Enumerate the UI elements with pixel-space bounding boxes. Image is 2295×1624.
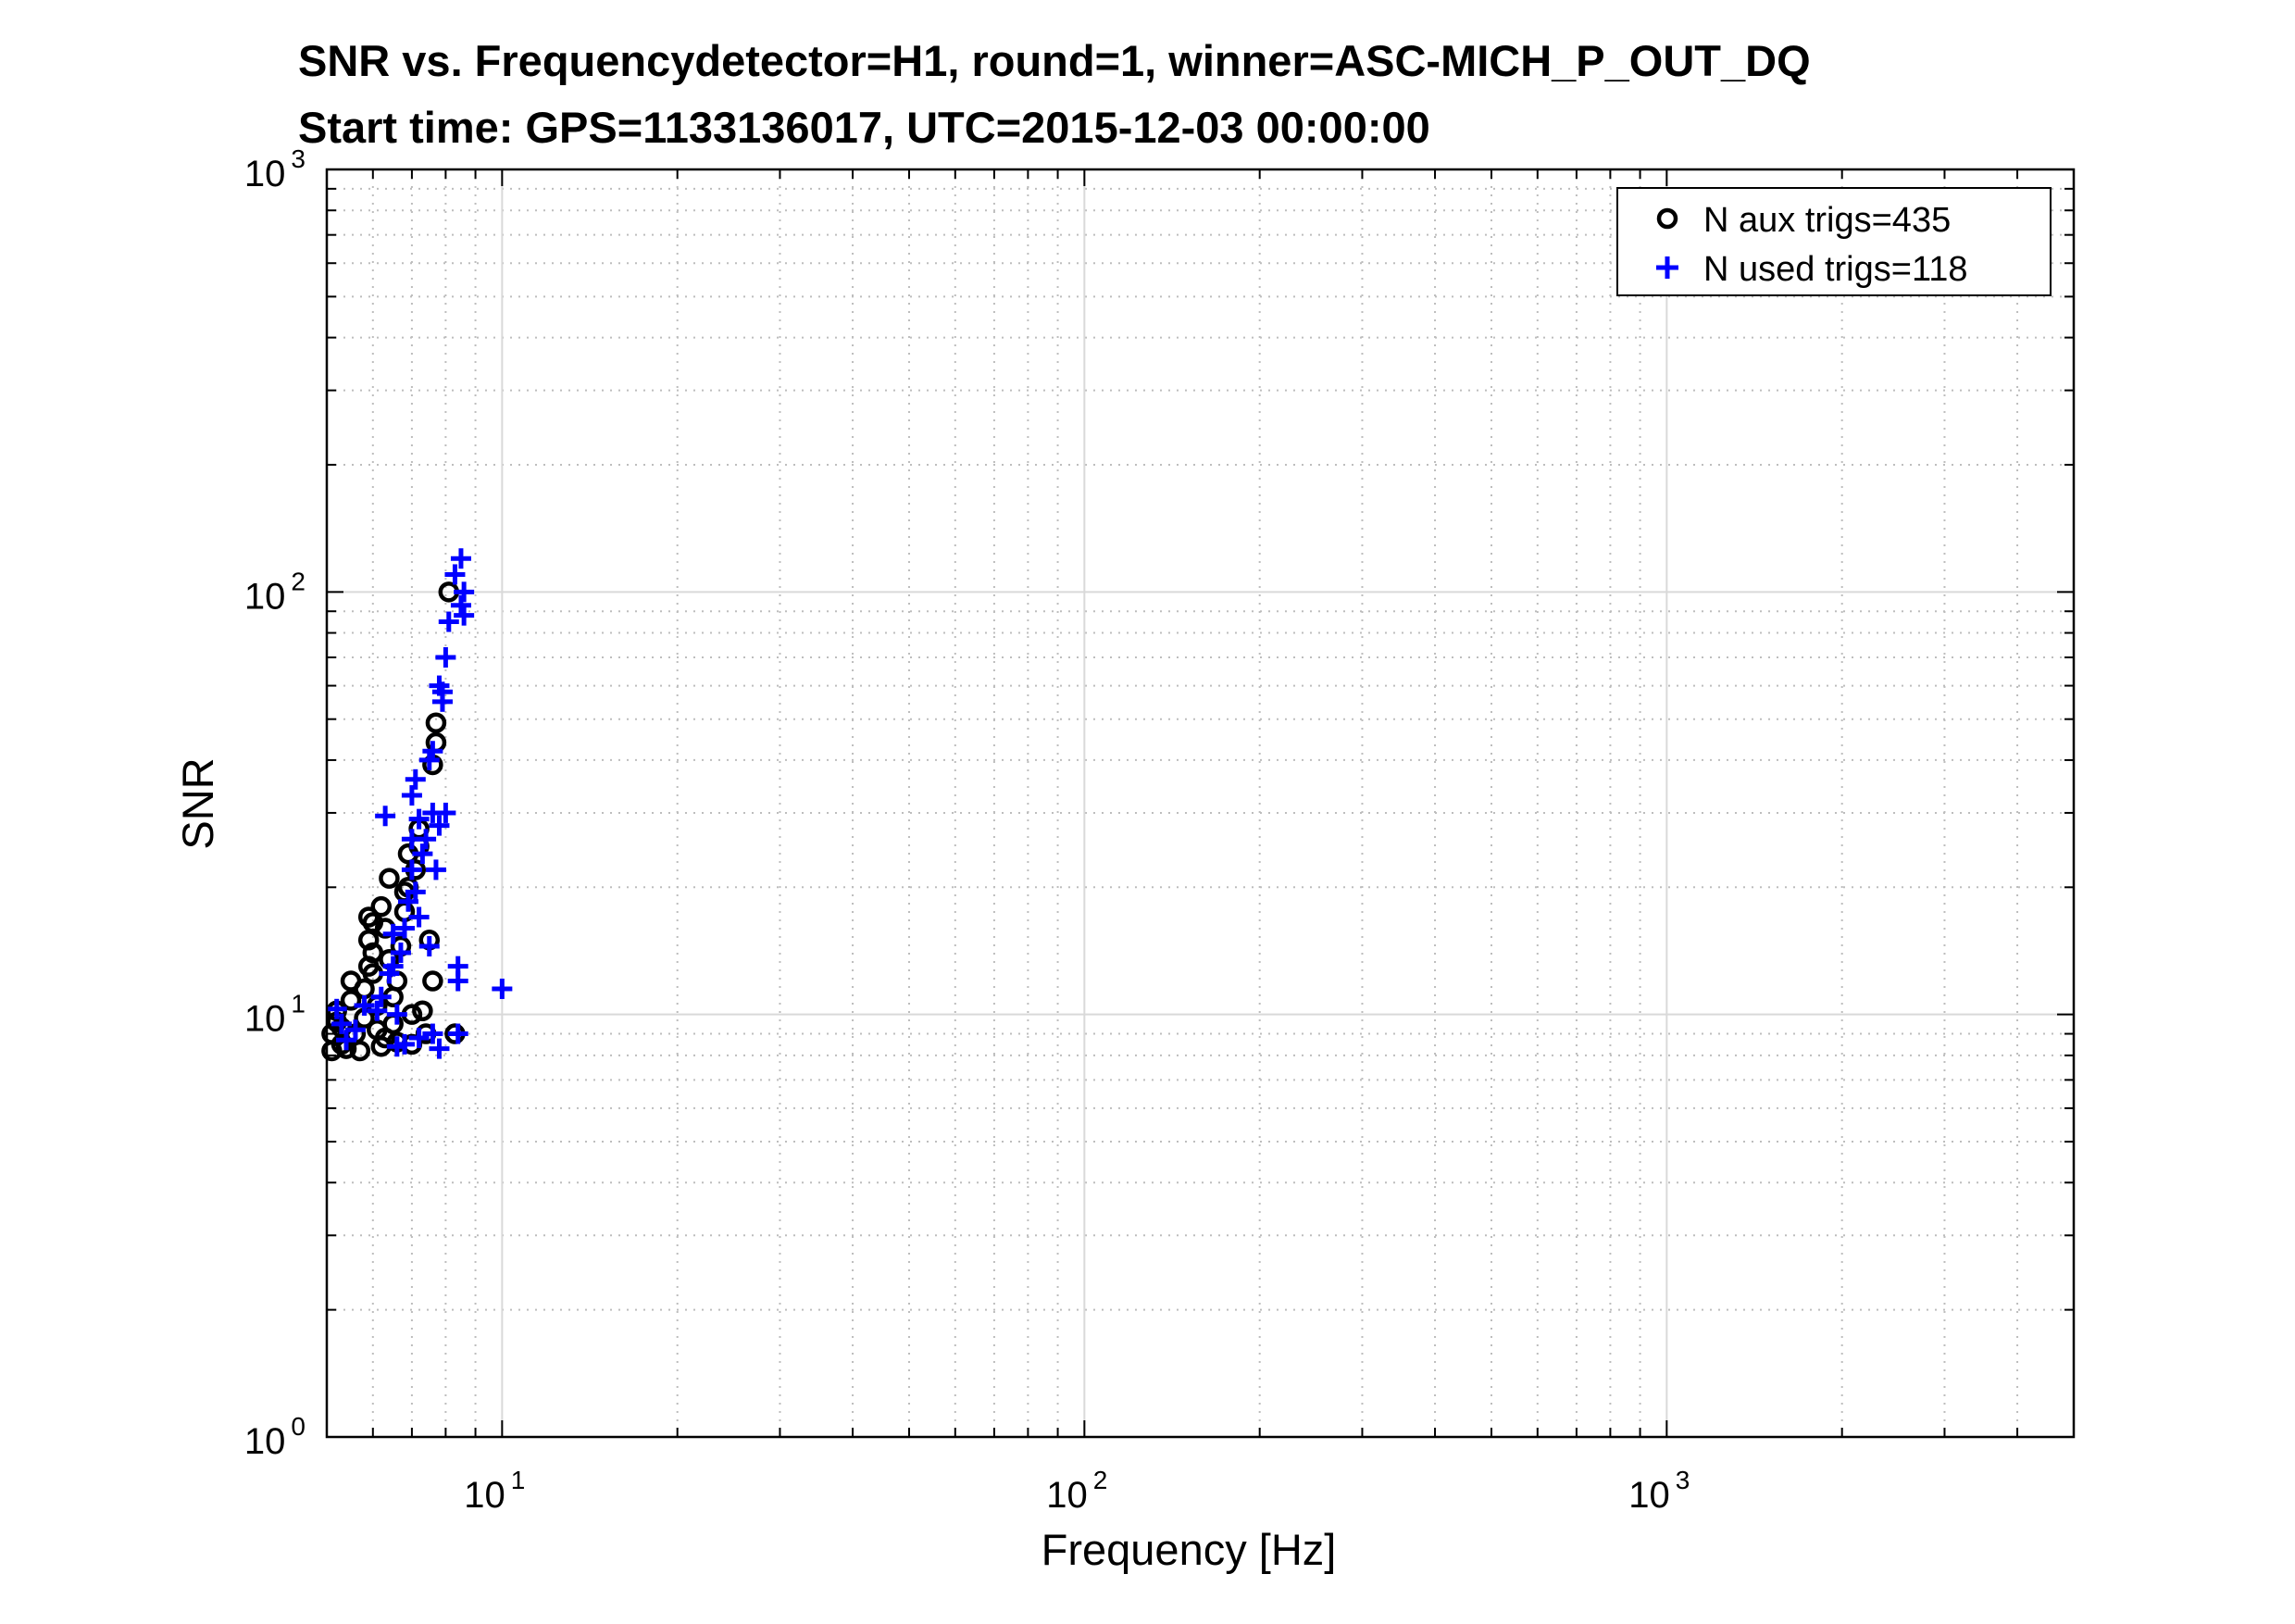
legend-entry-aux: N aux trigs=435 <box>1703 201 1951 240</box>
used-trigger-point <box>450 548 471 569</box>
y-tick-label: 10 3 <box>244 144 306 194</box>
used-trigger-point <box>431 691 453 712</box>
legend-entry-used: N used trigs=118 <box>1703 250 1968 289</box>
x-axis-label: Frequency [Hz] <box>1041 1525 1337 1574</box>
aux-trigger-point <box>370 895 393 918</box>
y-tick-label: 10 2 <box>244 567 306 617</box>
aux-trigger-point <box>340 990 362 1011</box>
used-trigger-point <box>450 594 471 616</box>
legend-marker-circle <box>1656 207 1678 230</box>
used-trigger-point <box>370 986 392 1007</box>
used-trigger-point <box>447 1023 468 1044</box>
aux-trigger-point <box>379 868 400 889</box>
used-trigger-point <box>438 611 459 632</box>
legend: N aux trigs=435 N used trigs=118 <box>1616 187 2052 296</box>
used-trigger-point <box>408 906 430 928</box>
used-trigger-point <box>367 1000 388 1021</box>
aux-trigger-point <box>412 1000 433 1021</box>
chart-subtitle: Start time: GPS=1133136017, UTC=2015-12-… <box>298 103 1430 152</box>
used-trigger-point <box>382 956 404 977</box>
used-trigger-point <box>393 1033 415 1055</box>
aux-trigger-point <box>422 970 443 992</box>
used-trigger-point <box>401 785 422 806</box>
used-trigger-point <box>354 994 375 1016</box>
data-points <box>321 548 513 1062</box>
used-trigger-point <box>393 918 415 939</box>
x-tick-label: 10 1 <box>464 1466 525 1516</box>
used-trigger-point <box>447 970 468 992</box>
used-trigger-point <box>408 1028 430 1049</box>
used-trigger-point <box>429 815 450 836</box>
used-trigger-point <box>454 581 475 603</box>
used-trigger-point <box>429 1038 450 1059</box>
y-axis-label: SNR <box>173 757 222 849</box>
used-trigger-point <box>454 605 475 626</box>
used-trigger-point <box>422 1023 443 1044</box>
y-tick-label: 10 1 <box>244 990 306 1040</box>
used-trigger-point <box>444 564 466 585</box>
used-trigger-point <box>416 829 437 850</box>
aux-trigger-point <box>374 1027 396 1049</box>
used-trigger-point <box>401 859 422 881</box>
used-trigger-point <box>422 741 443 762</box>
plot-area <box>327 169 2074 1437</box>
aux-trigger-point <box>349 1040 371 1062</box>
used-trigger-point <box>435 647 456 668</box>
plot-frame <box>325 168 2076 1439</box>
x-tick-label: 10 3 <box>1628 1466 1690 1516</box>
used-trigger-point <box>435 802 456 823</box>
x-tick-labels: 10 1 10 2 10 3 <box>464 1466 1690 1516</box>
tick-marks <box>326 169 2075 1438</box>
used-trigger-point <box>405 768 426 790</box>
legend-marker-plus <box>1656 256 1678 279</box>
used-trigger-point <box>412 843 433 865</box>
x-tick-label: 10 2 <box>1046 1466 1107 1516</box>
y-tick-label: 10 0 <box>244 1412 306 1462</box>
used-trigger-point <box>344 1019 366 1041</box>
used-trigger-point <box>390 942 411 963</box>
used-trigger-point <box>386 1004 407 1025</box>
used-trigger-point <box>405 881 426 903</box>
aux-trigger-point <box>425 712 447 733</box>
chart-title: SNR vs. Frequencydetector=H1, round=1, w… <box>298 36 1811 85</box>
used-trigger-point <box>425 859 446 881</box>
used-trigger-point <box>326 998 347 1019</box>
used-trigger-point <box>336 1030 357 1051</box>
used-trigger-point <box>331 1013 352 1034</box>
used-trigger-point <box>375 806 396 827</box>
legend-box <box>1616 187 2052 296</box>
used-trigger-point <box>382 923 404 944</box>
used-trigger-point <box>418 936 440 957</box>
used-trigger-point <box>408 808 430 830</box>
used-trigger-point <box>492 978 513 999</box>
